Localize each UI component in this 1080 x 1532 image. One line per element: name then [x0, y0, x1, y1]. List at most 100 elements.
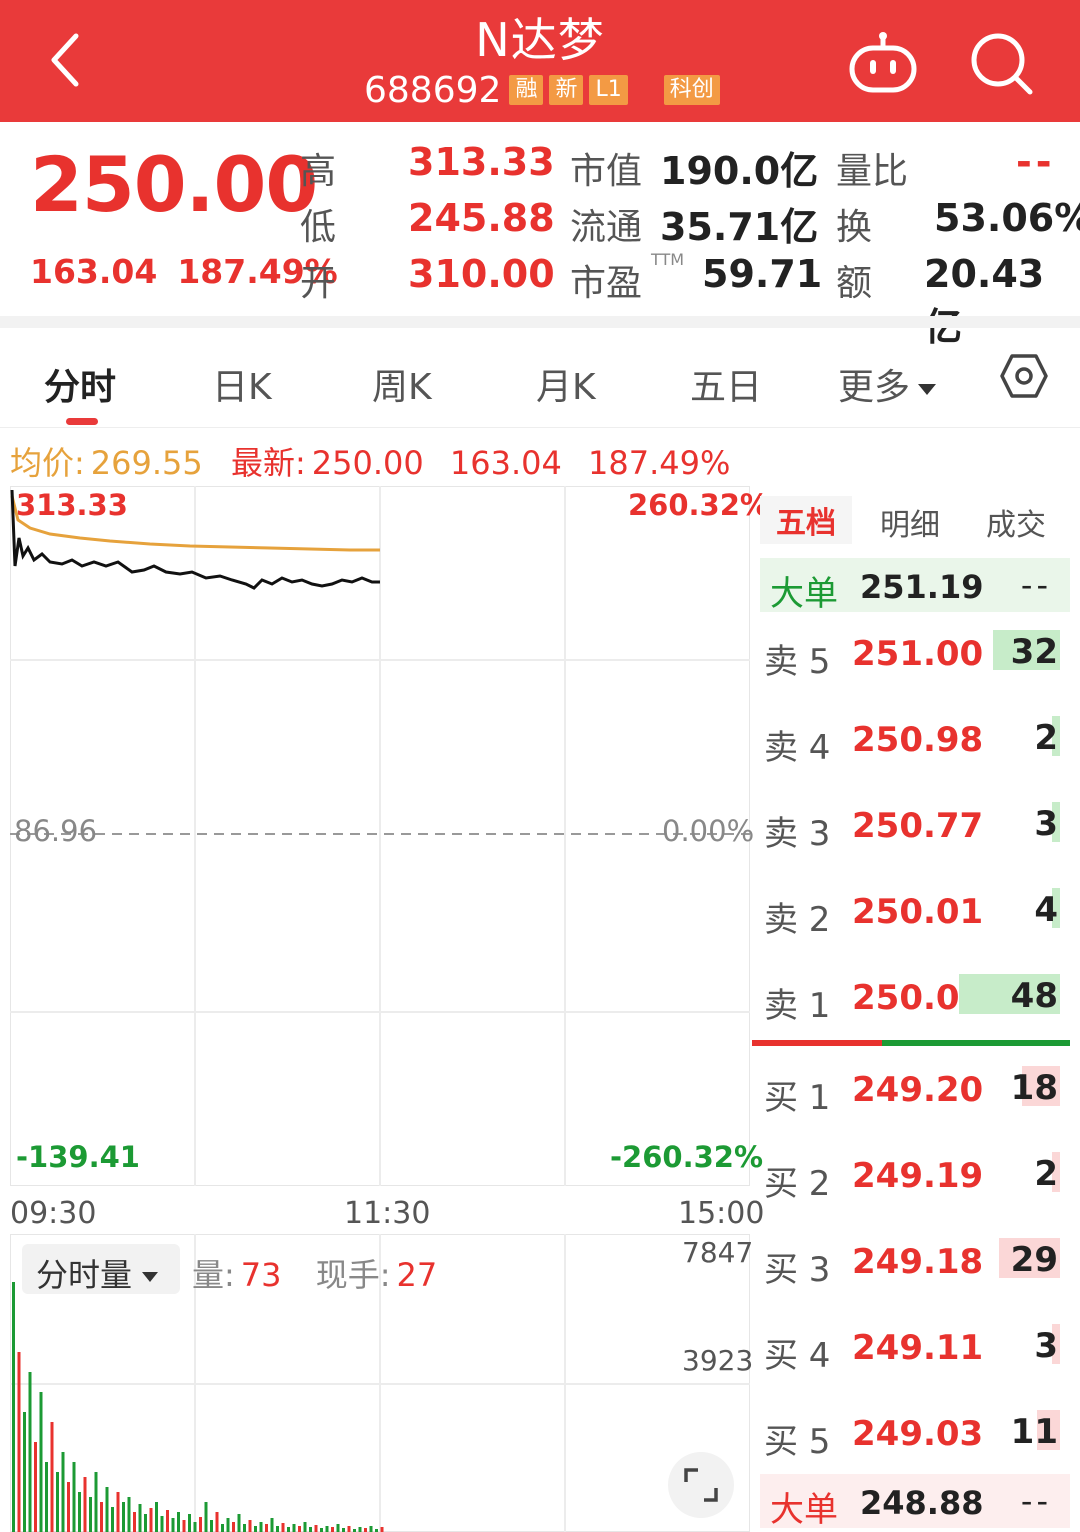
tab-trades[interactable]: 成交	[986, 508, 1046, 543]
big-sell-order: 大单 251.19 --	[760, 558, 1070, 614]
volume-bar	[254, 1526, 257, 1532]
volume-bar	[155, 1502, 158, 1532]
low-value: 245.88	[408, 196, 555, 240]
sell-level-label: 卖 1	[764, 986, 831, 1026]
volume-bar	[138, 1504, 142, 1532]
avg-price-value: 269.55	[90, 444, 203, 482]
volume-bar	[237, 1514, 241, 1532]
volume-bar	[12, 1282, 15, 1532]
volume-bar	[182, 1520, 186, 1532]
settings-hexagon-icon[interactable]	[1000, 352, 1048, 400]
volume-bar	[127, 1497, 131, 1532]
buy-level-qty: 18	[1010, 1068, 1058, 1108]
buy-level-row[interactable]: 买 4 249.11 3	[760, 1324, 1070, 1376]
sell-level-volume-bar	[1052, 802, 1060, 842]
tab-intraday[interactable]: 分时	[44, 367, 117, 408]
sell-level-row[interactable]: 卖 5 251.00 32	[760, 630, 1070, 682]
tab-five-day[interactable]: 五日	[690, 367, 763, 408]
stock-name: N达梦	[475, 13, 605, 67]
big-buy-order: 大单 248.88 --	[760, 1474, 1070, 1530]
volume-selector[interactable]: 分时量	[22, 1244, 180, 1294]
level1-tag[interactable]: L1	[589, 75, 628, 105]
tab-detail[interactable]: 明细	[880, 508, 940, 543]
current-hand-label: 现手:	[315, 1256, 391, 1294]
volume-bar	[105, 1487, 109, 1532]
tab-five-levels[interactable]: 五档	[760, 496, 852, 544]
volume-bar	[380, 1527, 384, 1532]
tab-weekly-k[interactable]: 周K	[372, 367, 432, 408]
volume-bar	[276, 1526, 279, 1532]
open-value: 310.00	[408, 252, 555, 296]
fullscreen-icon	[684, 1468, 718, 1502]
volume-bar	[171, 1518, 175, 1532]
buy-level-label: 买 4	[764, 1336, 831, 1376]
volume-bar	[149, 1508, 153, 1532]
bid-ask-separator	[752, 1040, 1070, 1046]
volume-bar	[89, 1497, 92, 1532]
volume-bar	[221, 1524, 224, 1532]
buy-level-row[interactable]: 买 2 249.19 2	[760, 1152, 1070, 1204]
tab-daily-k[interactable]: 日K	[212, 367, 272, 408]
buy-level-label: 买 1	[764, 1078, 831, 1118]
buy-level-volume-bar	[1052, 1152, 1060, 1192]
star-market-tag: 科创	[663, 75, 720, 105]
pct-axis-mid-label: 0.00%	[662, 814, 755, 848]
sell-level-qty: 48	[1010, 976, 1058, 1016]
fullscreen-button[interactable]	[668, 1452, 734, 1518]
buy-level-price: 249.11	[852, 1328, 984, 1368]
volume-info: 量: 73 现手: 27	[192, 1250, 437, 1296]
volume-bar	[39, 1392, 43, 1532]
open-label: 开	[300, 263, 337, 304]
volume-bar	[314, 1525, 318, 1532]
volume-bar	[287, 1527, 290, 1532]
volume-bar	[50, 1422, 54, 1532]
latest-price-label: 最新:	[230, 444, 306, 482]
buy-level-row[interactable]: 买 3 249.18 29	[760, 1238, 1070, 1290]
stock-code-row: 688692 融 新 L1 科创	[364, 70, 720, 111]
avg-price-label: 均价:	[10, 444, 85, 482]
buy-level-qty: 2	[1034, 1154, 1058, 1194]
sell-level-row[interactable]: 卖 1 250.00 48	[760, 974, 1070, 1026]
volume-value: 73	[240, 1256, 282, 1294]
volume-bar	[204, 1502, 208, 1532]
tab-monthly-k[interactable]: 月K	[536, 367, 596, 408]
buy-level-row[interactable]: 买 1 249.20 18	[760, 1066, 1070, 1118]
volume-bar	[226, 1518, 230, 1532]
volume-bar	[292, 1524, 296, 1532]
active-tab-indicator	[66, 418, 98, 425]
amount-label: 额	[836, 263, 873, 304]
buy-level-qty: 11	[1010, 1412, 1058, 1452]
back-arrow-icon[interactable]	[40, 30, 90, 90]
search-icon[interactable]	[968, 30, 1034, 96]
change-amount: 163.04	[30, 252, 158, 291]
buy-level-price: 249.18	[852, 1242, 984, 1282]
tab-more[interactable]: 更多	[838, 358, 937, 410]
robot-assistant-icon[interactable]	[848, 30, 918, 94]
intraday-price-chart[interactable]	[10, 486, 750, 1186]
caret-down-icon	[142, 1272, 159, 1282]
volume-bar	[215, 1512, 219, 1532]
sell-level-volume-bar	[1052, 888, 1060, 928]
sell-level-row[interactable]: 卖 3 250.77 3	[760, 802, 1070, 854]
time-mid-label: 11:30	[344, 1196, 431, 1231]
buy-level-label: 买 5	[764, 1422, 831, 1462]
sell-level-row[interactable]: 卖 2 250.01 4	[760, 888, 1070, 940]
buy-level-volume-bar	[1052, 1324, 1060, 1364]
big-sell-price: 251.19	[860, 568, 984, 606]
volume-bar	[56, 1472, 59, 1532]
sell-level-qty: 4	[1034, 890, 1058, 930]
time-start-label: 09:30	[10, 1196, 97, 1231]
tab-more-label: 更多	[838, 367, 911, 408]
volume-bar	[28, 1372, 32, 1532]
volume-axis-top-label: 7847	[682, 1236, 754, 1269]
current-hand-value: 27	[396, 1256, 438, 1294]
info-change-amount: 163.04	[449, 444, 562, 482]
volume-bar	[94, 1472, 98, 1532]
volume-bar	[177, 1512, 180, 1532]
sell-level-qty: 3	[1034, 804, 1058, 844]
volume-bar	[122, 1502, 125, 1532]
buy-level-row[interactable]: 买 5 249.03 11	[760, 1410, 1070, 1462]
sell-level-price: 250.98	[852, 720, 984, 760]
sell-level-row[interactable]: 卖 4 250.98 2	[760, 716, 1070, 768]
volume-bar	[358, 1527, 362, 1532]
